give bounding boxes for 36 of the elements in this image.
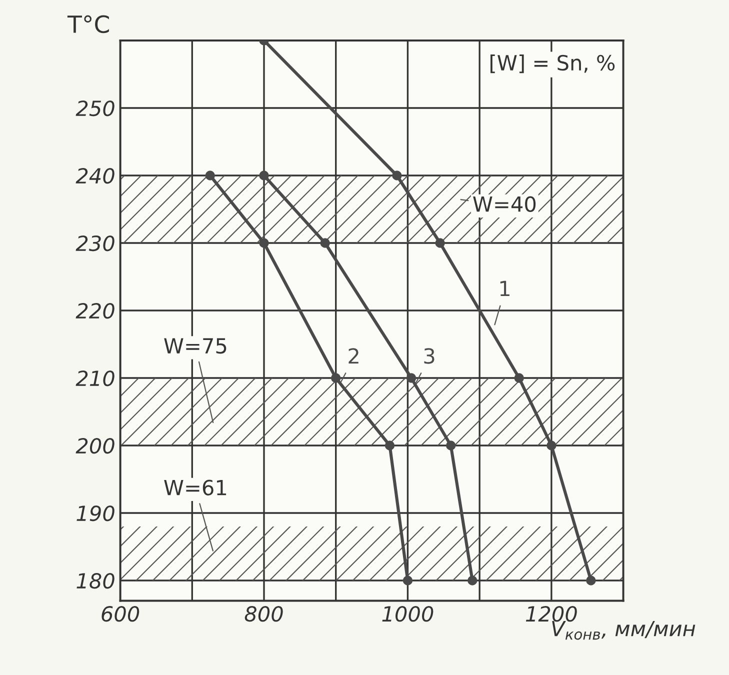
series-label: 3 xyxy=(424,348,434,364)
y-tick-label: 230 xyxy=(76,235,114,252)
x-axis-title: V$_{конв}$, мм/мин xyxy=(552,620,696,640)
point xyxy=(546,440,556,450)
point xyxy=(468,576,478,586)
y-tick-label: 250 xyxy=(76,100,114,116)
point xyxy=(259,170,269,180)
point xyxy=(205,170,215,180)
point xyxy=(402,576,413,586)
y-tick-label: 210 xyxy=(76,370,114,386)
point xyxy=(331,373,341,383)
point xyxy=(320,238,330,248)
y-tick-label: 240 xyxy=(76,168,114,184)
band-label: W=40 xyxy=(473,196,536,212)
point xyxy=(586,576,596,586)
x-tick-label: 1000 xyxy=(382,606,434,622)
band-label: W=75 xyxy=(164,338,226,354)
y-axis-title: T°C xyxy=(67,15,109,34)
point xyxy=(384,440,395,450)
point xyxy=(406,373,416,383)
band-label: W=61 xyxy=(164,480,226,496)
y-tick-label: 180 xyxy=(76,572,114,589)
x-tick-label: 1200 xyxy=(526,606,577,622)
point xyxy=(514,373,524,383)
x-tick-label: 600 xyxy=(102,606,140,622)
series-label: 1 xyxy=(500,280,510,296)
y-tick-label: 190 xyxy=(76,505,114,522)
y-tick-label: 200 xyxy=(76,438,114,454)
point xyxy=(435,238,445,248)
point xyxy=(446,440,456,450)
series-label: 2 xyxy=(348,348,358,364)
point xyxy=(392,170,402,180)
point xyxy=(259,238,269,248)
annotation: [W] = Sn, % xyxy=(490,54,615,74)
x-tick-label: 800 xyxy=(244,606,283,622)
y-tick-label: 220 xyxy=(76,302,114,319)
